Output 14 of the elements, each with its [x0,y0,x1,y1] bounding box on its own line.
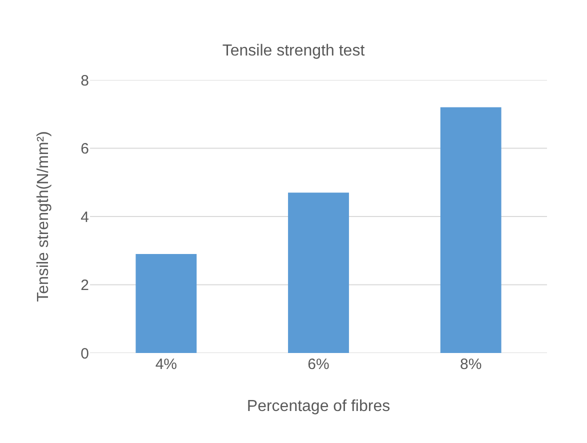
y-tick-label: 4 [80,208,89,226]
y-tick-label: 2 [80,277,89,294]
bar [288,192,349,353]
y-axis-title: Tensile strength(N/mm²) [35,131,52,302]
x-axis-title: Percentage of fibres [246,398,390,415]
x-tick-label: 4% [155,356,178,373]
x-tick-label: 6% [308,356,330,373]
chart-title: Tensile strength test [222,42,366,60]
y-tick-label: 6 [80,140,89,158]
bar [136,254,197,353]
y-tick-label: 0 [80,345,89,362]
y-tick-label: 8 [80,72,89,90]
bar [440,107,502,353]
x-tick-label: 8% [460,356,482,373]
